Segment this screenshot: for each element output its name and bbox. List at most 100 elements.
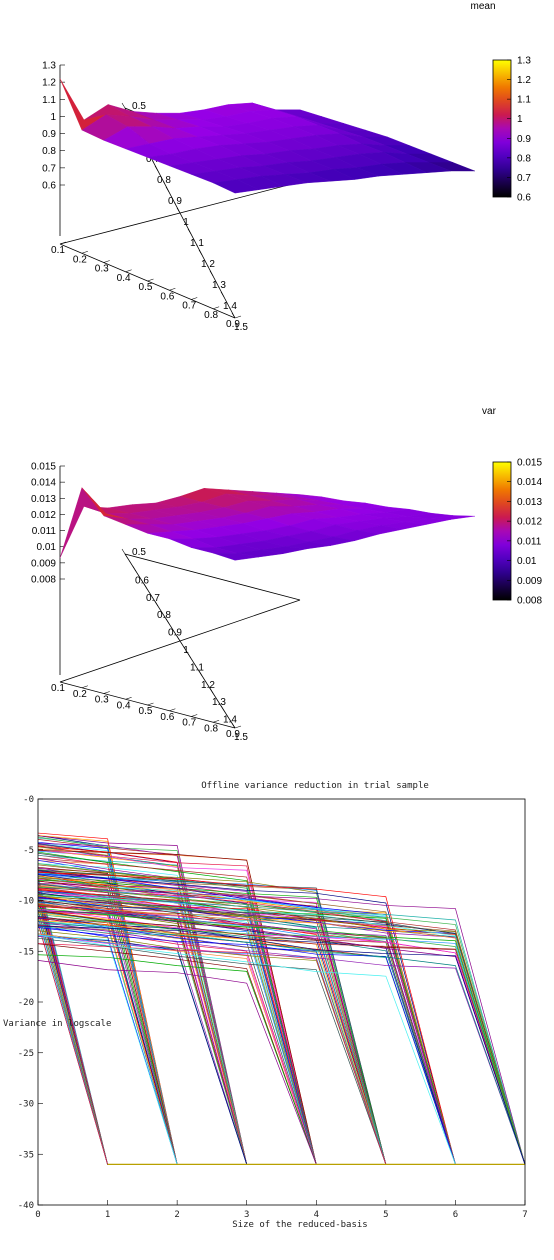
x-tick-label: 4: [314, 1210, 319, 1220]
y-tick-label: 1.3: [212, 280, 226, 291]
y-tick: [143, 583, 148, 589]
colorbar-tick-label: 0.9: [517, 134, 531, 145]
x-tick: [147, 702, 154, 706]
x-tick-label: 0: [35, 1210, 40, 1220]
colorbar-tick-label: 0.014: [517, 477, 542, 488]
curve-line: [37, 910, 526, 1165]
z-tick-label: 0.6: [42, 181, 56, 192]
chart-title: Offline variance reduction in trial samp…: [201, 781, 429, 791]
curve-line: [37, 927, 525, 1165]
z-tick-label: 1.2: [42, 78, 56, 89]
x-axis-label: Size of the reduced-basis: [232, 1220, 367, 1230]
y-tick-label: -5: [23, 846, 34, 856]
y-tick-label: 1.5: [234, 732, 248, 743]
y-tick-label: 1: [183, 645, 189, 656]
z-tick-label: 0.8: [42, 146, 56, 157]
surface-patch: [59, 487, 107, 559]
x-tick-label: 7: [522, 1210, 527, 1220]
y-tick-label: -20: [18, 998, 34, 1008]
var-surface-chart: var0.10.20.30.40.50.60.70.80.91.51.41.31…: [31, 406, 542, 743]
x-tick-label: 0.1: [51, 683, 65, 694]
x-tick-label: 3: [244, 1210, 249, 1220]
y-tick-label: -0: [23, 795, 34, 805]
colorbar-tick-label: 0.009: [517, 576, 542, 587]
x-tick: [59, 241, 67, 245]
z-tick-label: 1.1: [42, 95, 56, 106]
y-tick-label: 1.4: [223, 715, 237, 726]
y-tick: [176, 207, 181, 214]
y-tick: [198, 249, 203, 256]
x-tick-label: 0.3: [95, 695, 109, 706]
x-tick: [103, 260, 110, 263]
x-tick-label: 6: [453, 1210, 458, 1220]
x-tick: [81, 685, 88, 689]
curve-line: [37, 887, 526, 1165]
x-tick-label: 5: [383, 1210, 388, 1220]
z-tick-label: 0.009: [31, 558, 56, 569]
curve-line: [37, 887, 526, 1165]
x-tick: [234, 725, 242, 729]
chart-title: var: [482, 406, 497, 417]
curve-line: [37, 901, 526, 1165]
x-tick-label: 0.4: [117, 700, 131, 711]
colorbar-tick-label: 0.01: [517, 556, 537, 567]
z-tick-label: 0.9: [42, 129, 56, 140]
surface: [59, 78, 476, 194]
y-tick-label: -35: [18, 1150, 34, 1160]
y-tick: [154, 601, 159, 607]
x-tick: [125, 269, 132, 273]
colorbar-tick-label: 1.3: [517, 56, 531, 67]
x-tick: [59, 679, 67, 683]
curve-line: [37, 916, 525, 1165]
x-tick: [125, 696, 132, 700]
x-tick: [191, 714, 198, 717]
curve-line: [37, 937, 525, 1165]
surface-patch: [213, 552, 260, 561]
y-tick: [121, 548, 126, 555]
back-edge-line: [124, 553, 301, 601]
x-tick-label: 0.8: [204, 310, 218, 321]
mean-surface-chart: mean0.10.20.30.40.50.60.70.80.91.51.41.3…: [42, 1, 531, 333]
y-tick-label: -30: [18, 1100, 34, 1110]
curve-line: [37, 845, 525, 1165]
curve-line: [37, 871, 525, 1165]
curve-line: [37, 916, 526, 1165]
curve-line: [37, 891, 526, 1165]
curve-line: [37, 895, 526, 1165]
x-tick-label: 0.5: [139, 706, 153, 717]
colorbar: [492, 461, 512, 601]
plot-frame: [37, 798, 526, 1206]
colorbar-tick-label: 0.8: [517, 153, 531, 164]
y-tick-label: -15: [18, 947, 34, 957]
surface-patch: [212, 179, 260, 194]
y-tick: [231, 722, 236, 729]
y-tick-label: 0.6: [135, 575, 149, 586]
colorbar-tick-label: 0.7: [517, 173, 531, 184]
x-tick-label: 0.6: [160, 712, 174, 723]
colorbar-tick-label: 1.1: [517, 95, 531, 106]
y-tick-label: 0.5: [132, 101, 146, 112]
z-tick-label: 0.008: [31, 575, 56, 586]
y-tick: [187, 228, 192, 235]
x-tick-label: 0.6: [160, 291, 174, 302]
x-tick-label: 0.9: [226, 319, 240, 330]
x-tick-label: 0.8: [204, 723, 218, 734]
colorbar-tick-label: 1.2: [517, 75, 531, 86]
y-tick: [231, 312, 236, 319]
y-tick-label: 1.5: [234, 322, 248, 333]
colorbar-tick-label: 1: [517, 114, 523, 125]
y-tick: [220, 705, 225, 711]
y-tick-label: 0.9: [168, 628, 182, 639]
z-tick-label: 0.7: [42, 163, 56, 174]
curve-line: [37, 845, 525, 1165]
y-tick: [121, 102, 126, 109]
curve-line: [37, 936, 525, 1165]
colorbar-tick-label: 0.011: [517, 536, 542, 547]
y-tick-label: 0.8: [157, 175, 171, 186]
z-tick-label: 0.013: [31, 494, 56, 505]
x-tick: [213, 719, 220, 723]
x-tick-label: 0.7: [182, 718, 196, 729]
y-tick: [165, 618, 170, 624]
curve-line: [37, 914, 526, 1165]
x-tick-label: 1: [105, 1210, 110, 1220]
